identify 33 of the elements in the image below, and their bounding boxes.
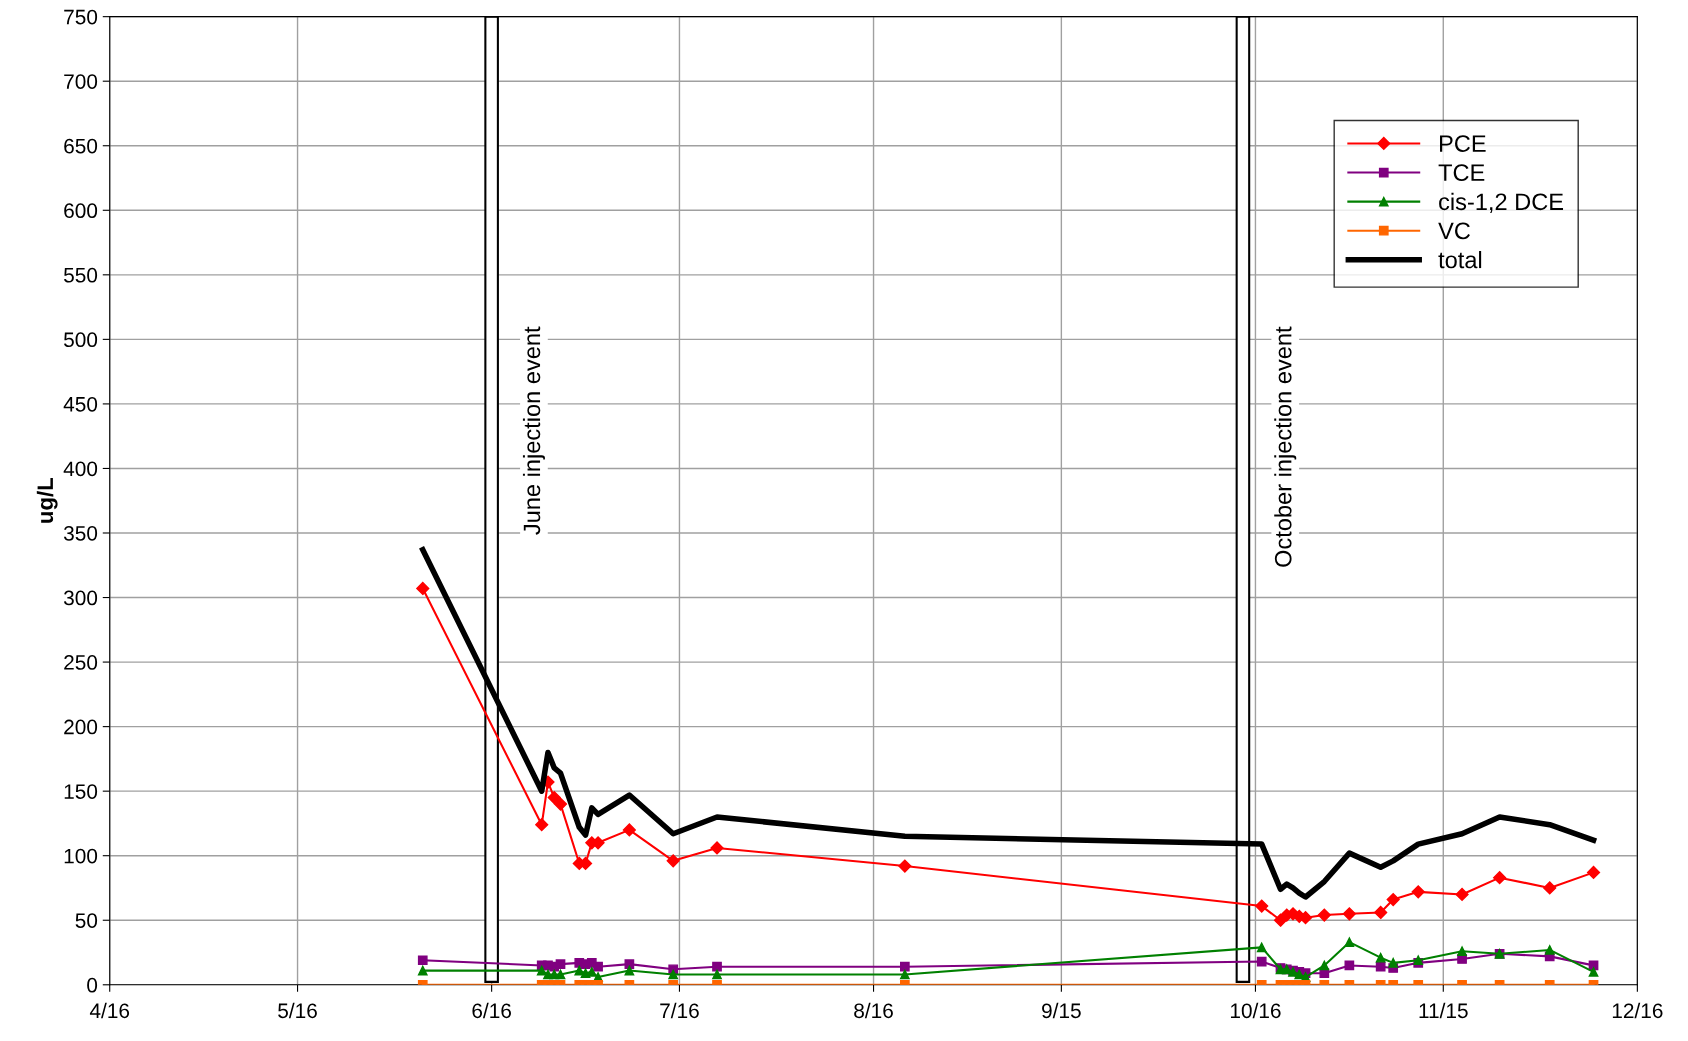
legend-label: PCE [1440, 135, 1486, 152]
x-tick-label: 8/16 [854, 1002, 893, 1019]
y-tick-label: 200 [64, 719, 98, 735]
y-tick-label: 750 [64, 9, 98, 25]
x-tick-label: 9/15 [1042, 1002, 1081, 1019]
y-tick-label: 450 [63, 396, 98, 412]
y-tick-label: 350 [63, 525, 98, 541]
x-tick-label: 11/15 [1419, 1002, 1468, 1019]
legend-label: VC [1438, 222, 1470, 240]
legend-label: cis-1,2 DCE [1439, 192, 1564, 213]
y-tick-label: 250 [64, 655, 98, 670]
band-label: June injection event [522, 326, 545, 535]
y-tick-label: 150 [64, 784, 98, 799]
y-tick-label: 500 [63, 332, 98, 348]
y-tick-label: 550 [63, 267, 98, 283]
y-tick-label: 400 [63, 461, 98, 477]
x-tick-label: 12/16 [1612, 1002, 1663, 1019]
x-tick-label: 5/16 [278, 1002, 317, 1019]
y-tick-label: 300 [63, 590, 98, 606]
x-tick-label: 6/16 [472, 1002, 511, 1019]
y-tick-label: 650 [64, 138, 98, 154]
x-tick-label: 4/16 [89, 1002, 130, 1019]
y-tick-label: 600 [64, 203, 98, 219]
y-tick-label: 0 [87, 977, 98, 993]
x-tick-label: 7/16 [660, 1002, 699, 1019]
y-axis-title: ug/L [36, 477, 58, 523]
legend-label: total [1438, 250, 1482, 269]
x-tick-label: 10/16 [1230, 1002, 1281, 1019]
legend-label: TCE [1438, 164, 1485, 182]
band-label: October injection event [1274, 326, 1297, 567]
y-tick-label: 700 [64, 74, 98, 89]
y-tick-label: 50 [75, 913, 98, 928]
y-tick-label: 100 [64, 848, 98, 864]
